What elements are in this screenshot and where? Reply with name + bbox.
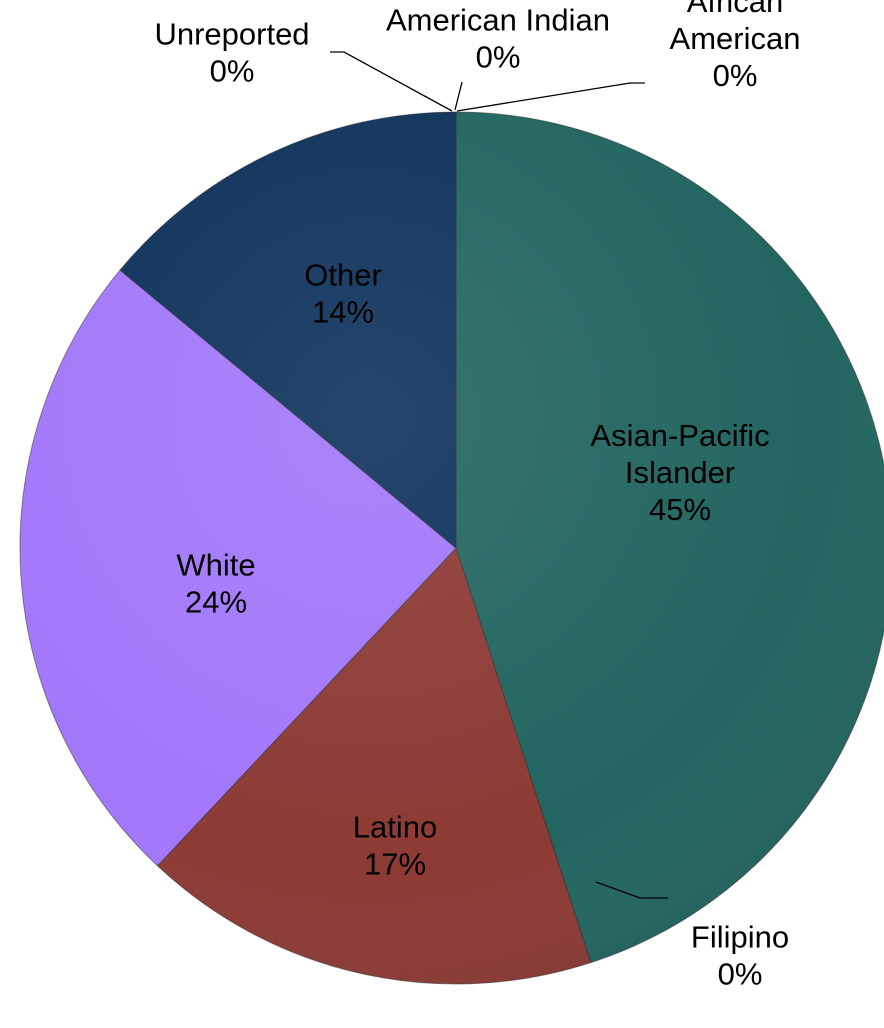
leader-line-filipino bbox=[595, 881, 668, 899]
data-label-latino: Latino 17% bbox=[353, 810, 437, 882]
data-label-white: White 24% bbox=[176, 548, 255, 620]
leader-line-american-indian bbox=[454, 81, 463, 111]
leader-line-unreported bbox=[330, 51, 453, 112]
data-label-american-indian: American Indian 0% bbox=[386, 3, 610, 75]
data-label-other: Other 14% bbox=[304, 258, 382, 330]
data-label-asian-pacific-islander: Asian-Pacific Islander 45% bbox=[590, 418, 769, 527]
data-label-unreported: Unreported 0% bbox=[154, 17, 309, 89]
data-label-filipino: Filipino 0% bbox=[691, 920, 789, 992]
data-label-african-american: African American 0% bbox=[670, 0, 801, 93]
leader-line-african-american bbox=[456, 82, 645, 112]
